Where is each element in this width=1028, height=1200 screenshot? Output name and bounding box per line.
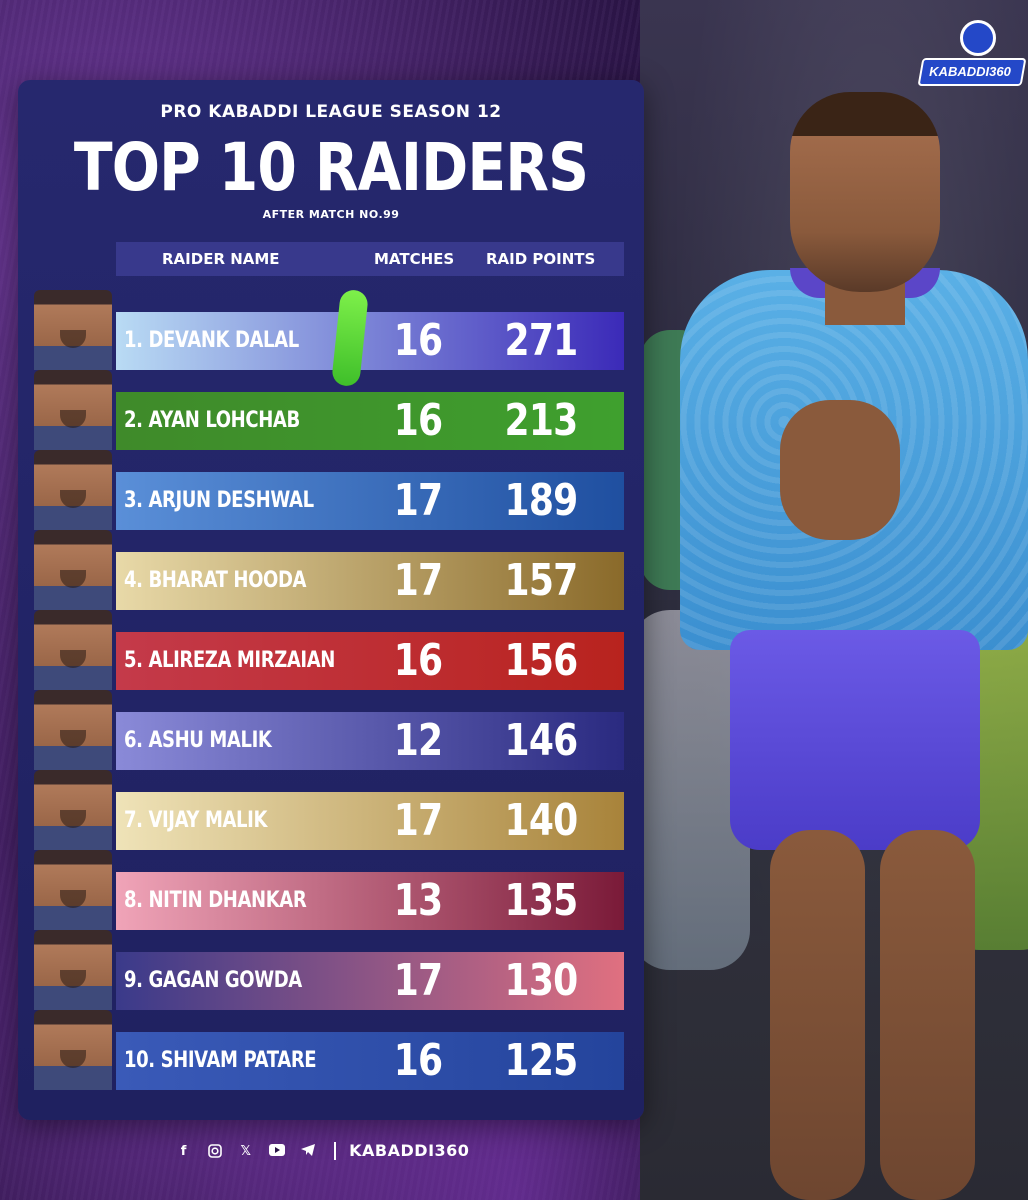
raider-name: 8. NITIN DHANKAR (124, 888, 307, 913)
raider-row: 3. ARJUN DESHWAL 17 189 (116, 472, 624, 530)
table-header: RAIDER NAME MATCHES RAID POINTS (116, 242, 624, 276)
raider-row: 2. AYAN LOHCHAB 16 213 (116, 392, 624, 450)
raider-avatar (34, 290, 112, 370)
raider-avatar (34, 930, 112, 1010)
matches-value: 12 (393, 715, 443, 766)
matches-value: 16 (393, 395, 443, 446)
raid-points-value: 140 (504, 795, 579, 846)
matches-value: 17 (393, 795, 443, 846)
matches-value: 16 (393, 1035, 443, 1086)
raider-name: 7. VIJAY MALIK (124, 808, 268, 833)
footer-divider (334, 1141, 337, 1160)
player-photo (640, 0, 1028, 1200)
footer: f 𝕏 KABADDI360 (0, 1140, 640, 1170)
matches-value: 16 (393, 315, 443, 366)
col-raider-name: RAIDER NAME (162, 250, 280, 268)
raider-name: 5. ALIREZA MIRZAIAN (124, 648, 335, 673)
raider-avatar (34, 450, 112, 530)
raid-points-value: 125 (504, 1035, 579, 1086)
col-raid-points: RAID POINTS (486, 250, 596, 268)
raid-points-value: 130 (504, 955, 579, 1006)
raider-row: 9. GAGAN GOWDA 17 130 (116, 952, 624, 1010)
raider-row: 4. BHARAT HOODA 17 157 (116, 552, 624, 610)
instagram-icon[interactable] (207, 1143, 223, 1160)
raider-avatar (34, 610, 112, 690)
raid-points-value: 146 (504, 715, 579, 766)
page-title: TOP 10 RAIDERS (73, 129, 589, 206)
raider-name: 10. SHIVAM PATARE (124, 1048, 317, 1073)
raider-name: 4. BHARAT HOODA (124, 568, 307, 593)
telegram-icon[interactable] (300, 1143, 316, 1160)
raider-name: 9. GAGAN GOWDA (124, 968, 302, 993)
raid-points-value: 189 (504, 475, 579, 526)
col-matches: MATCHES (374, 250, 455, 268)
raider-name: 1. DEVANK DALAL (124, 328, 299, 353)
raider-row: 1. DEVANK DALAL 16 271 (116, 312, 624, 370)
after-match-label: AFTER MATCH NO.99 (262, 208, 400, 221)
ball-icon (960, 20, 996, 56)
raider-avatar (34, 850, 112, 930)
footer-handle: KABADDI360 (349, 1141, 470, 1160)
x-icon[interactable]: 𝕏 (240, 1143, 251, 1159)
season-subtitle: PRO KABADDI LEAGUE SEASON 12 (160, 102, 502, 122)
raider-avatar (34, 530, 112, 610)
raider-avatar (34, 370, 112, 450)
raider-row: 8. NITIN DHANKAR 13 135 (116, 872, 624, 930)
matches-value: 13 (393, 875, 443, 926)
raider-row: 6. ASHU MALIK 12 146 (116, 712, 624, 770)
raid-points-value: 213 (504, 395, 579, 446)
raid-points-value: 156 (504, 635, 579, 686)
facebook-icon[interactable]: f (180, 1143, 187, 1159)
leaderboard-panel: PRO KABADDI LEAGUE SEASON 12 TOP 10 RAID… (18, 80, 644, 1120)
raider-row: 5. ALIREZA MIRZAIAN 16 156 (116, 632, 624, 690)
kabaddi360-logo: KABADDI360 (917, 18, 1027, 86)
raid-points-value: 157 (504, 555, 579, 606)
raider-row: 10. SHIVAM PATARE 16 125 (116, 1032, 624, 1090)
raid-points-value: 271 (504, 315, 579, 366)
matches-value: 16 (393, 635, 443, 686)
raider-name: 3. ARJUN DESHWAL (124, 488, 314, 513)
raider-row: 7. VIJAY MALIK 17 140 (116, 792, 624, 850)
youtube-icon[interactable] (268, 1143, 285, 1160)
raider-avatar (34, 770, 112, 850)
raider-name: 2. AYAN LOHCHAB (124, 408, 300, 433)
raid-points-value: 135 (504, 875, 579, 926)
raider-avatar (34, 1010, 112, 1090)
matches-value: 17 (393, 475, 443, 526)
arm-sleeve-graphic (331, 288, 369, 388)
matches-value: 17 (393, 555, 443, 606)
raider-avatar (34, 690, 112, 770)
logo-text: KABADDI360 (929, 64, 1011, 79)
raider-name: 6. ASHU MALIK (124, 728, 272, 753)
matches-value: 17 (393, 955, 443, 1006)
